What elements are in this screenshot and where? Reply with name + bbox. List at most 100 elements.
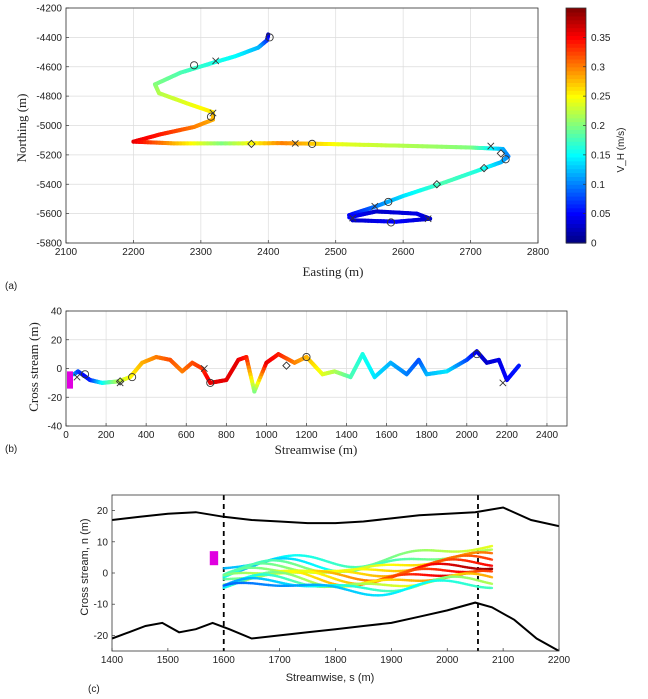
panel-c-xlabel: Streamwise, s (m) (286, 672, 375, 684)
panel-a-marker-x (291, 139, 299, 147)
panel-a-xtick-label: 2100 (55, 247, 78, 258)
colorbar-band (566, 141, 586, 146)
colorbar-band (566, 207, 586, 213)
panel-a-xtick-label: 2700 (459, 247, 482, 258)
colorbar-band (566, 27, 586, 33)
colorbar-band (566, 149, 586, 154)
colorbar-band (566, 35, 586, 40)
panel-b-xlabel: Streamwise (m) (275, 442, 358, 457)
panel-b-marker-x (499, 379, 507, 387)
panel-b-xtick-label: 2200 (496, 430, 519, 441)
colorbar-band (566, 58, 586, 64)
colorbar-band (566, 215, 586, 221)
colorbar-band (566, 231, 586, 236)
panel-a-frame (65, 7, 539, 244)
panel-b-marker-diamond (115, 377, 125, 386)
colorbar-band (566, 121, 586, 127)
colorbar-band (566, 39, 586, 44)
panel-a-marker-circle (384, 197, 393, 206)
panel-a-ytick-label: -5000 (36, 121, 62, 132)
panel-c-bank-upper (112, 506, 559, 528)
panel-a-marker-diamond (432, 180, 442, 189)
panel-a-xtick-label: 2500 (325, 247, 348, 258)
panel-a-xtick-label: 2400 (257, 247, 280, 258)
colorbar-band (566, 78, 586, 84)
panel-b-marker-circle (128, 373, 137, 382)
colorbar-band (566, 62, 586, 68)
panel-a-marker-circle (190, 61, 199, 70)
panel-b-frame (65, 310, 568, 427)
panel-a-ytick-label: -4600 (36, 62, 62, 73)
colorbar-band (566, 113, 586, 119)
panel-b-marker-diamond (282, 361, 291, 370)
panel-a-ylabel: Northing (m) (14, 94, 29, 163)
panel-b-marker-circle (472, 350, 481, 359)
panel-c-ytick-label: 20 (97, 506, 109, 517)
colorbar-band (566, 199, 586, 205)
colorbar-band (566, 47, 586, 52)
panel-c-xtick-label: 1400 (101, 655, 124, 666)
panel-b-xtick-label: 0 (63, 430, 69, 441)
colorbar-band (566, 172, 586, 178)
panel-b-ylabel: Cross stream (m) (26, 322, 41, 412)
panel-a-marker-diamond (247, 139, 256, 149)
colorbar-band (566, 15, 586, 21)
panel-a-ytick-label: -5800 (36, 239, 62, 250)
panel-c: 1400 1500 1600 1700 1800 1900 2000 2100 2200 20 10… (94, 494, 571, 666)
panel-b-xtick-label: 2400 (536, 430, 559, 441)
panel-b-tag: (b) (5, 444, 17, 455)
panel-a-marker-circle (206, 112, 216, 121)
panel-a-marker-circle (386, 218, 396, 227)
colorbar-band (566, 239, 586, 244)
colorbar-band (566, 152, 586, 158)
panel-c-xtick-label: 1800 (324, 655, 347, 666)
panel-b-marker-circle (80, 370, 90, 379)
colorbar-label: V_H (m/s) (616, 128, 627, 173)
colorbar-band (566, 19, 586, 25)
panel-c-xtick-label: 2100 (492, 655, 515, 666)
panel-a-xtick-label: 2200 (122, 247, 145, 258)
colorbar-band (566, 156, 586, 162)
panel-b-xtick-label: 1600 (376, 430, 399, 441)
panel-b-start-box (67, 371, 74, 389)
colorbar-tick-label: 0.15 (591, 150, 611, 161)
panel-c-xtick-label: 1900 (380, 655, 403, 666)
colorbar-tick-label: 0.1 (591, 180, 605, 191)
panel-b-xtick-label: 1000 (255, 430, 278, 441)
panel-a-xlabel: Easting (m) (302, 264, 363, 279)
colorbar-band (566, 98, 586, 103)
colorbar-band (566, 176, 586, 181)
panel-b-marker-x (73, 373, 81, 381)
panel-b-xtick-label: 200 (98, 430, 115, 441)
colorbar-band (566, 125, 586, 131)
panel-b-marker-x (200, 364, 208, 373)
panel-b-ytick-label: 40 (51, 307, 63, 318)
panel-a-marker-x (371, 202, 379, 210)
panel-b-marker-x (116, 379, 124, 387)
colorbar-band (566, 192, 586, 197)
panel-b-marker-circle (206, 378, 215, 387)
panel-b-ytick-label: 20 (51, 335, 63, 346)
colorbar-tick-label: 0 (591, 239, 597, 250)
panel-b-ytick-label: 0 (56, 364, 62, 375)
panel-a-marker-diamond (479, 163, 489, 173)
colorbar-band (566, 168, 586, 174)
colorbar-band (566, 188, 586, 193)
panel-b-marker-circle (302, 352, 311, 362)
colorbar-band (566, 82, 586, 87)
colorbar-band (566, 160, 586, 166)
colorbar-band (566, 23, 586, 29)
colorbar-band (566, 180, 586, 185)
colorbar-band (566, 203, 586, 209)
panel-b: 0 200 400 600 800 1000 1200 1400 1600 1800 2000 220… (48, 307, 568, 441)
colorbar-band (566, 102, 586, 107)
colorbar-band (566, 117, 586, 123)
colorbar-band (566, 66, 586, 72)
panel-b-xtick-label: 1800 (416, 430, 439, 441)
panel-b-xtick-label: 600 (178, 430, 195, 441)
colorbar-band (566, 109, 586, 115)
panel-a-marker-x (487, 142, 495, 150)
panel-c-xtick-label: 1600 (213, 655, 236, 666)
colorbar-band (566, 55, 586, 60)
